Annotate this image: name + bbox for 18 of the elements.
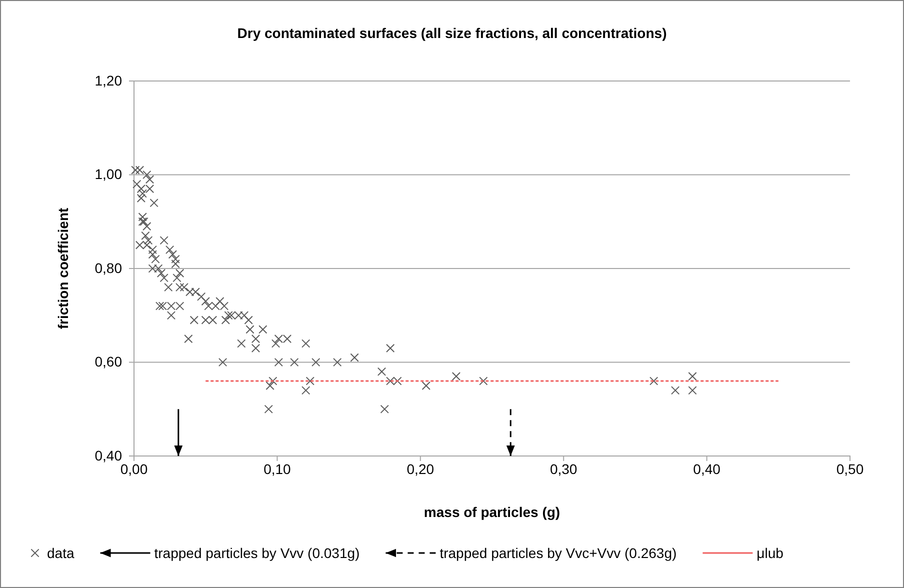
x-tick-label: 0,20 xyxy=(406,460,434,477)
chart-title: Dry contaminated surfaces (all size fractions, all concentrations) xyxy=(237,25,667,41)
y-tick-label: 0,80 xyxy=(94,260,122,276)
x-tick-label: 0,40 xyxy=(693,460,721,477)
x-tick-label: 0,50 xyxy=(836,460,864,477)
legend-label: μlub xyxy=(756,545,784,561)
y-tick-label: 0,60 xyxy=(94,354,122,370)
x-axis-title: mass of particles (g) xyxy=(424,504,560,520)
legend-label: trapped particles by Vvv (0.031g) xyxy=(154,545,360,561)
x-tick-label: 0,30 xyxy=(550,460,578,477)
legend-label: trapped particles by Vvc+Vvv (0.263g) xyxy=(440,545,677,561)
legend-label: data xyxy=(47,545,74,561)
y-tick-label: 1,20 xyxy=(94,72,122,88)
y-tick-label: 1,00 xyxy=(94,166,122,182)
y-tick-label: 0,40 xyxy=(94,447,122,464)
y-axis-title: friction coefficient xyxy=(55,207,71,330)
x-tick-label: 0,10 xyxy=(264,460,292,477)
x-tick-label: 0,00 xyxy=(120,460,148,477)
